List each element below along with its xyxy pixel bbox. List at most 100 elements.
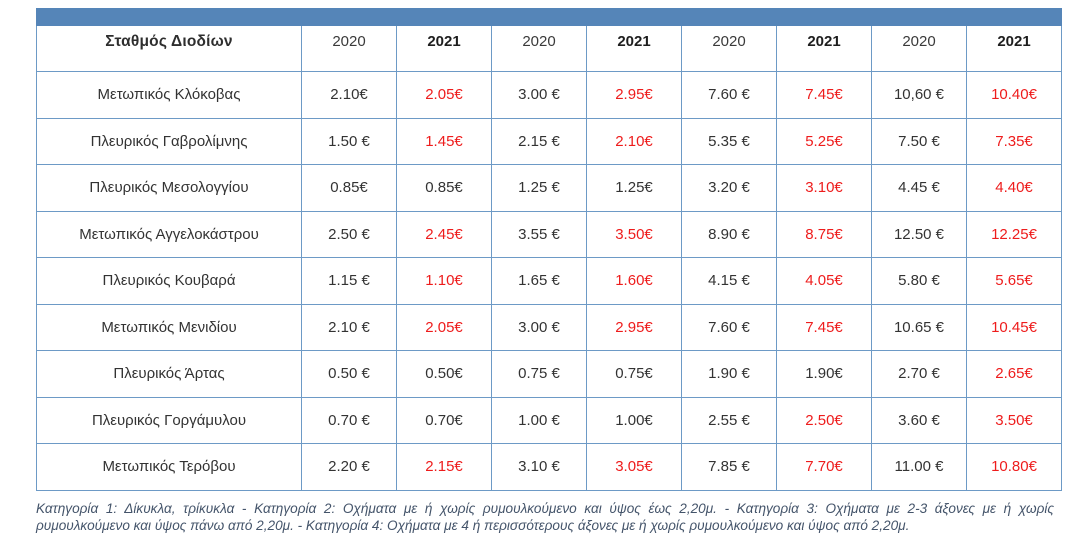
table-top-bar-row bbox=[35, 8, 1063, 26]
price-value: 2.10 € bbox=[301, 303, 397, 351]
station-name: Πλευρικός Γαβρολίμνης bbox=[36, 117, 302, 165]
price-value: 0.70 € bbox=[301, 396, 397, 444]
price-value-2021: 5.65€ bbox=[965, 257, 1063, 305]
year-column-header: 2021 bbox=[396, 25, 492, 72]
price-value-2021: 7.35€ bbox=[965, 117, 1063, 165]
price-value: 1.00 € bbox=[491, 396, 587, 444]
price-value: 2.20 € bbox=[301, 443, 397, 491]
price-value: 0.75€ bbox=[586, 350, 682, 398]
price-value: 7.60 € bbox=[681, 303, 777, 351]
station-name: Πλευρικός Γοργάμυλου bbox=[36, 396, 302, 444]
station-name: Μετωπικός Αγγελοκάστρου bbox=[36, 210, 302, 258]
price-value-2021: 3.50€ bbox=[965, 396, 1063, 444]
category-footnote: Κατηγορία 1: Δίκυκλα, τρίκυκλα - Κατηγορ… bbox=[36, 500, 1054, 533]
price-value-2021: 2.15€ bbox=[396, 443, 492, 491]
price-value-2021: 1.10€ bbox=[396, 257, 492, 305]
price-value: 2.70 € bbox=[871, 350, 967, 398]
price-value-2021: 7.45€ bbox=[776, 303, 872, 351]
station-name: Μετωπικός Κλόκοβας bbox=[36, 71, 302, 119]
price-value-2021: 12.25€ bbox=[965, 210, 1063, 258]
price-value: 1.15 € bbox=[301, 257, 397, 305]
station-name: Πλευρικός Μεσολογγίου bbox=[36, 164, 302, 212]
table-row: Μετωπικός Κλόκοβας 2.10€ 2.05€ 3.00 €2.95€ 7… bbox=[36, 71, 1063, 119]
price-value-2021: 2.45€ bbox=[396, 210, 492, 258]
price-value: 1.50 € bbox=[301, 117, 397, 165]
price-value-2021: 1.60€ bbox=[586, 257, 682, 305]
price-value: 12.50 € bbox=[871, 210, 967, 258]
price-value: 10,60 € bbox=[871, 71, 967, 119]
price-value: 3.20 € bbox=[681, 164, 777, 212]
table-row: Πλευρικός Γαβρολίμνης 1.50 €1.45€ 2.15 €2.… bbox=[36, 117, 1063, 165]
price-value-2021: 10.80€ bbox=[965, 443, 1063, 491]
price-value: 1.65 € bbox=[491, 257, 587, 305]
table-row: Μετωπικός Τερόβου 2.20 €2.15€ 3.10 €3.05€ 7… bbox=[36, 443, 1063, 491]
price-value: 3.00 € bbox=[491, 71, 587, 119]
price-value: 2.50 € bbox=[301, 210, 397, 258]
price-value: 1.90€ bbox=[776, 350, 872, 398]
price-value: 3.00 € bbox=[491, 303, 587, 351]
station-name: Πλευρικός Κουβαρά bbox=[36, 257, 302, 305]
price-value: 2.15 € bbox=[491, 117, 587, 165]
price-value-2021: 8.75€ bbox=[776, 210, 872, 258]
price-value: 2.55 € bbox=[681, 396, 777, 444]
price-value-2021: 2.95€ bbox=[586, 303, 682, 351]
price-value: 3.55 € bbox=[491, 210, 587, 258]
price-value: 11.00 € bbox=[871, 443, 967, 491]
price-value-2021: 2.95€ bbox=[586, 71, 682, 119]
price-value: 5.80 € bbox=[871, 257, 967, 305]
price-value-2021: 2.50€ bbox=[776, 396, 872, 444]
table-row: Μετωπικός Μενιδίου 2.10 €2.05€ 3.00 €2.95€… bbox=[36, 303, 1063, 351]
price-value: 4.15 € bbox=[681, 257, 777, 305]
price-value: 7.50 € bbox=[871, 117, 967, 165]
price-value: 8.90 € bbox=[681, 210, 777, 258]
price-value: 0.50€ bbox=[396, 350, 492, 398]
price-value: 3.10 € bbox=[491, 443, 587, 491]
price-value-2021: 3.10€ bbox=[776, 164, 872, 212]
price-value-2021: 4.05€ bbox=[776, 257, 872, 305]
table-row: Πλευρικός Γοργάμυλου 0.70 €0.70€ 1.00 €1.0… bbox=[36, 396, 1063, 444]
price-value-2021: 5.25€ bbox=[776, 117, 872, 165]
price-value-2021: 3.50€ bbox=[586, 210, 682, 258]
price-value: 1.00€ bbox=[586, 396, 682, 444]
price-value-2021: 3.05€ bbox=[586, 443, 682, 491]
price-value-2021: 10.40€ bbox=[965, 71, 1063, 119]
table-row: Πλευρικός Κουβαρά 1.15 €1.10€ 1.65 €1.60€ 4… bbox=[36, 257, 1063, 305]
price-value-2021: 2.05€ bbox=[396, 71, 492, 119]
price-value: 0.85€ bbox=[301, 164, 397, 212]
price-value-2021: 7.70€ bbox=[776, 443, 872, 491]
year-column-header: 2020 bbox=[871, 25, 967, 72]
price-value: 7.60 € bbox=[681, 71, 777, 119]
table-top-bar bbox=[35, 8, 1063, 26]
table-row: Πλευρικός Μεσολογγίου 0.85€ 0.85€ 1.25 €1.2… bbox=[36, 164, 1063, 212]
table-row: Πλευρικός Άρτας 0.50 €0.50€ 0.75 €0.75€ 1.9… bbox=[36, 350, 1063, 398]
price-value: 1.25€ bbox=[586, 164, 682, 212]
price-value: 0.70€ bbox=[396, 396, 492, 444]
table-row: Μετωπικός Αγγελοκάστρου 2.50 €2.45€ 3.55 €… bbox=[36, 210, 1063, 258]
station-name: Μετωπικός Μενιδίου bbox=[36, 303, 302, 351]
year-column-header: 2020 bbox=[301, 25, 397, 72]
year-column-header: 2021 bbox=[965, 25, 1063, 72]
station-column-header: Σταθμός Διοδίων bbox=[36, 25, 302, 72]
price-value: 2.10€ bbox=[301, 71, 397, 119]
year-column-header: 2020 bbox=[491, 25, 587, 72]
year-column-header: 2020 bbox=[681, 25, 777, 72]
price-value: 0.50 € bbox=[301, 350, 397, 398]
station-name: Πλευρικός Άρτας bbox=[36, 350, 302, 398]
price-value-2021: 10.45€ bbox=[965, 303, 1063, 351]
price-value: 4.45 € bbox=[871, 164, 967, 212]
price-value: 0.75 € bbox=[491, 350, 587, 398]
price-value-2021: 1.45€ bbox=[396, 117, 492, 165]
price-value-2021: 4.40€ bbox=[965, 164, 1063, 212]
document-page: Σταθμός Διοδίων 2020 2021 2020 2021 2020 2021… bbox=[35, 8, 1063, 533]
year-column-header: 2021 bbox=[776, 25, 872, 72]
table-body: Μετωπικός Κλόκοβας 2.10€ 2.05€ 3.00 €2.95€ 7… bbox=[36, 71, 1063, 491]
price-value-2021: 2.05€ bbox=[396, 303, 492, 351]
price-value: 0.85€ bbox=[396, 164, 492, 212]
station-name: Μετωπικός Τερόβου bbox=[36, 443, 302, 491]
table-header-row: Σταθμός Διοδίων 2020 2021 2020 2021 2020 2021… bbox=[36, 25, 1063, 72]
price-value: 3.60 € bbox=[871, 396, 967, 444]
price-value-2021: 2.65€ bbox=[965, 350, 1063, 398]
price-value-2021: 2.10€ bbox=[586, 117, 682, 165]
toll-price-table: Σταθμός Διοδίων 2020 2021 2020 2021 2020 2021… bbox=[35, 8, 1063, 491]
price-value-2021: 7.45€ bbox=[776, 71, 872, 119]
